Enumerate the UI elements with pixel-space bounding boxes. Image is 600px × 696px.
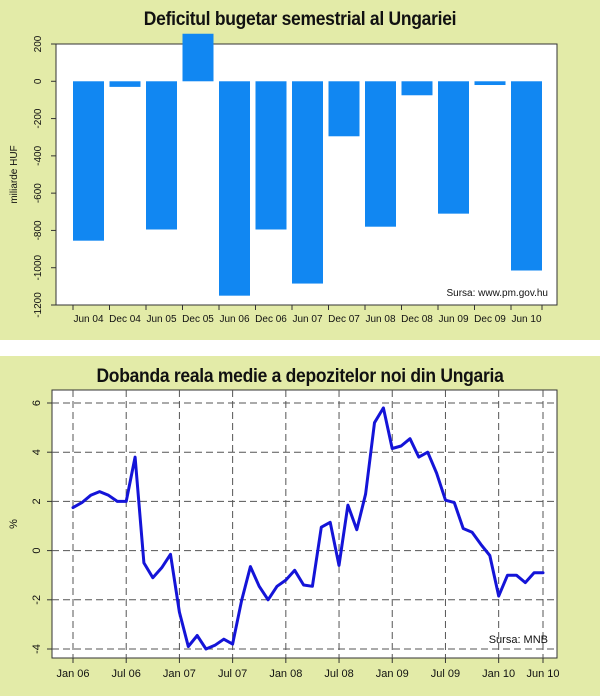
- x-tick-label: Dec 06: [255, 314, 287, 325]
- bar: [438, 81, 469, 214]
- y-axis-label: %: [8, 519, 20, 529]
- x-tick-label: Jul 08: [324, 668, 353, 680]
- bar: [219, 81, 250, 296]
- bar-chart-panel: Deficitul bugetar semestrial al Ungariei…: [0, 0, 600, 340]
- bar: [401, 81, 433, 96]
- bar-chart-title: Deficitul bugetar semestrial al Ungariei: [143, 9, 457, 30]
- line-chart: 6 4 2 0 -2 -4% Jan 06 Jul 06 Jan 07 Jul 07 Jan 08 J…: [8, 389, 560, 680]
- bar: [109, 81, 141, 87]
- y-tick-label: -800: [33, 220, 44, 240]
- x-tick-label: Jul 07: [218, 668, 247, 680]
- y-tick-label: 6: [31, 400, 43, 406]
- bar: [328, 81, 360, 137]
- bar: [292, 81, 323, 284]
- y-tick-label: 0: [31, 548, 43, 554]
- plot-area: [51, 389, 558, 659]
- x-tick-label: Jan 08: [269, 668, 302, 680]
- x-tick-label: Jun 10: [511, 314, 541, 325]
- bar: [474, 81, 506, 86]
- bar: [255, 81, 287, 230]
- y-tick-label: 4: [31, 449, 43, 455]
- y-tick-label: -400: [33, 145, 44, 165]
- line-chart-panel: Dobanda reala medie a depozitelor noi di…: [0, 356, 600, 696]
- x-tick-label: Jun 10: [526, 668, 559, 680]
- y-tick-label: -200: [33, 108, 44, 128]
- line-chart-title: Dobanda reala medie a depozitelor noi di…: [96, 366, 504, 387]
- y-tick-label: 2: [31, 498, 43, 504]
- y-tick-label: 200: [33, 35, 44, 52]
- x-tick-label: Dec 08: [401, 314, 433, 325]
- y-tick-label: 0: [33, 78, 44, 84]
- y-tick-label: -1000: [33, 254, 44, 280]
- x-tick-label: Jan 10: [482, 668, 515, 680]
- x-tick-label: Dec 07: [328, 314, 360, 325]
- x-tick-label: Jun 07: [292, 314, 322, 325]
- series-line: [71, 406, 545, 651]
- bar: [511, 81, 542, 271]
- bar: [365, 81, 396, 227]
- x-tick-label: Jan 07: [163, 668, 196, 680]
- x-tick-label: Jun 08: [365, 314, 395, 325]
- source-label: Sursa: www.pm.gov.hu: [446, 288, 548, 299]
- x-tick-label: Jun 04: [73, 314, 103, 325]
- source-label: Sursa: MNB: [489, 634, 548, 646]
- x-tick-label: Jun 09: [438, 314, 468, 325]
- x-tick-label: Dec 05: [182, 314, 214, 325]
- x-tick-label: Dec 09: [474, 314, 506, 325]
- x-tick-label: Jul 09: [431, 668, 460, 680]
- x-tick-label: Dec 04: [109, 314, 141, 325]
- bar: [146, 81, 177, 230]
- y-tick-label: -2: [31, 595, 43, 605]
- y-tick-label: -4: [31, 644, 43, 654]
- bar: [73, 81, 104, 241]
- bar: [182, 33, 214, 82]
- x-tick-label: Jul 06: [112, 668, 141, 680]
- x-tick-label: Jun 06: [219, 314, 249, 325]
- x-tick-label: Jun 05: [146, 314, 176, 325]
- y-tick-label: -600: [33, 183, 44, 203]
- x-tick-label: Jan 06: [56, 668, 89, 680]
- bar-chart: 200 0 -200 -400 -600 -800 -1000 -1200 Jun 04 Dec …: [9, 33, 558, 325]
- y-axis-label: miliarde HUF: [9, 145, 20, 203]
- y-tick-label: -1200: [33, 292, 44, 318]
- x-tick-label: Jan 09: [376, 668, 409, 680]
